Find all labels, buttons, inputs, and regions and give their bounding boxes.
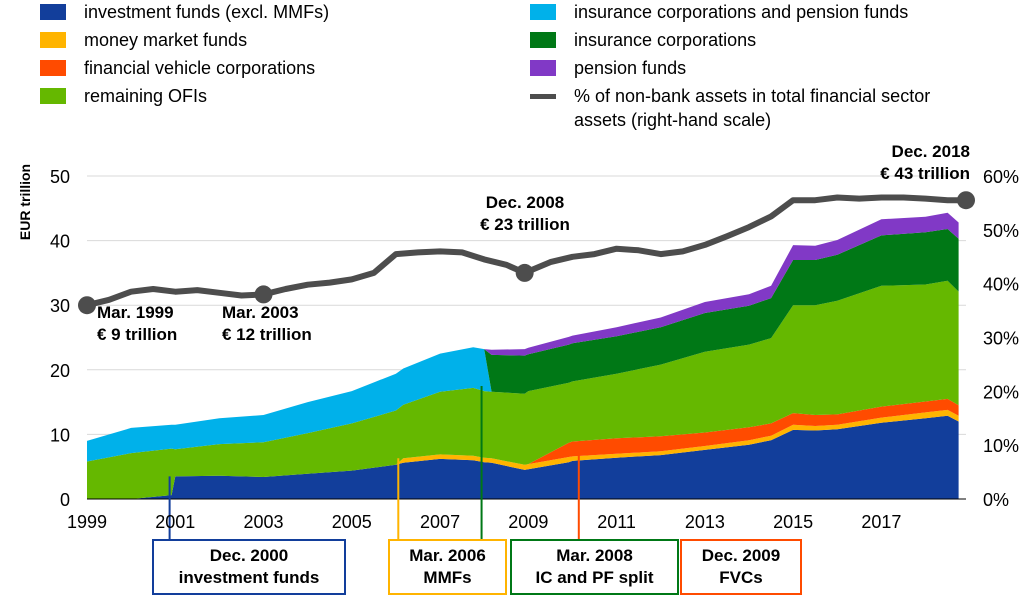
legend-label: pension funds [574,58,687,78]
area-7 [87,212,959,441]
y-tick-label: 10 [50,425,70,445]
annotation-date: Mar. 1999 [97,303,174,322]
y2-tick-label: 10% [983,436,1019,456]
x-tick-label: 2013 [685,512,725,532]
legend-label: money market funds [84,30,248,50]
marker-dot [957,191,975,210]
x-tick-label: 2011 [597,512,636,532]
y2-tick-label: 40% [983,275,1019,295]
annotation-value: € 43 trillion [880,164,970,183]
area-1 [87,415,959,499]
callout-label: MMFs [423,568,472,587]
legend-item: % of non-bank assets in total financial … [530,84,984,132]
legend-swatch [40,4,66,20]
callout-box: Mar. 2006 MMFs [388,539,507,595]
x-tick-label: 2009 [508,512,548,532]
legend-swatch [530,4,556,20]
annotation: Mar. 1999 € 9 trillion [97,302,177,346]
area-4 [87,280,959,499]
legend-swatch [530,60,556,76]
legend-item: remaining OFIs [40,84,207,108]
annotation-date: Dec. 2018 [891,142,970,161]
y2-tick-label: 0% [983,490,1009,510]
annotation-date: Mar. 2003 [222,303,299,322]
area-5 [87,280,959,462]
callout-label: FVCs [719,568,763,587]
legend-item: pension funds [530,56,686,80]
y-tick-label: 30 [50,296,70,316]
marker-dot [515,263,534,282]
legend-line-swatch [530,94,556,99]
legend-label: remaining OFIs [84,86,208,106]
x-tick-label: 2003 [244,512,284,532]
y2-tick-label: 20% [983,382,1019,402]
callout-box: Dec. 2009 FVCs [680,539,802,595]
y-axis-label: EUR trillion [17,164,33,240]
callout-label: IC and PF split [535,568,654,587]
y2-tick-label: 30% [983,329,1019,349]
legend-item: investment funds (excl. MMFs) [40,0,329,24]
annotation: Dec. 2018 € 43 trillion [860,141,970,185]
legend-item: financial vehicle corporations [40,56,315,80]
legend-label: insurance corporations [574,30,757,50]
y-tick-label: 50 [50,167,70,187]
annotation-value: € 12 trillion [222,325,312,344]
legend-label: % of non-bank assets in total financial … [574,86,931,130]
callout-date: Dec. 2009 [701,546,781,565]
callout-date: Mar. 2008 [556,546,633,565]
annotation: Dec. 2008 € 23 trillion [470,192,580,236]
legend-swatch [40,60,66,76]
legend-label: investment funds (excl. MMFs) [84,2,330,22]
annotation-value: € 9 trillion [97,325,178,344]
x-tick-label: 2005 [332,512,372,532]
legend-swatch [530,32,556,48]
callout-box: Dec. 2000 investment funds [152,539,346,595]
legend-label: financial vehicle corporations [84,58,316,78]
legend-swatch [40,32,66,48]
annotation-value: € 23 trillion [480,215,570,234]
y-tick-label: 40 [50,232,70,252]
legend-swatch [40,88,66,104]
callout-box: Mar. 2008 IC and PF split [510,539,679,595]
callout-date: Dec. 2000 [209,546,289,565]
y-tick-label: 20 [50,361,70,381]
callout-label: investment funds [178,568,320,587]
legend-item: money market funds [40,28,247,52]
y2-tick-label: 50% [983,221,1019,241]
y2-tick-label: 60% [983,167,1019,187]
marker-dot [254,285,273,304]
callout-date: Mar. 2006 [409,546,486,565]
x-tick-label: 1999 [67,512,107,532]
x-tick-label: 2007 [420,512,460,532]
x-tick-label: 2015 [773,512,813,532]
y-tick-label: 0 [60,490,70,510]
legend-label: insurance corporations and pension funds [574,2,909,22]
area-3 [87,398,959,499]
marker-dot [78,296,96,315]
x-tick-label: 2001 [155,512,195,532]
x-tick-label: 2017 [861,512,901,532]
legend-item: insurance corporations and pension funds [530,0,908,24]
annotation-date: Dec. 2008 [485,193,565,212]
legend-item: insurance corporations [530,28,756,52]
area-6 [87,229,959,441]
annotation: Mar. 2003 € 12 trillion [222,302,312,346]
